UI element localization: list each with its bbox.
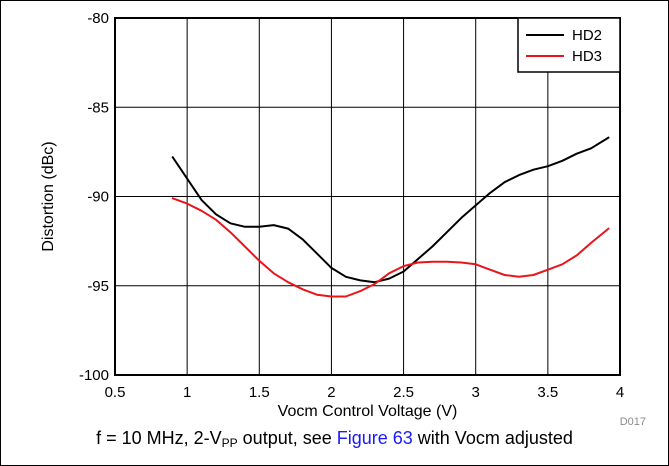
legend-label: HD2 (572, 27, 602, 44)
figure-caption: f = 10 MHz, 2-VPP output, see Figure 63 … (0, 428, 669, 450)
x-tick-label: 2 (327, 384, 335, 401)
caption-prefix: f = 10 MHz, 2-V (96, 428, 222, 448)
x-tick-label: 1 (183, 384, 191, 401)
series-line-hd3 (171, 197, 610, 298)
y-tick-label: -90 (87, 189, 109, 206)
plot-border (114, 17, 621, 376)
y-tick-label: -95 (87, 278, 109, 295)
tick-labels: 0.5 1 1.5 2 2.5 3 3.5 4 -80 -85 -90 -95 -100 (79, 10, 624, 401)
figure-link[interactable]: Figure 63 (336, 428, 413, 448)
legend-box (517, 17, 621, 73)
series-line-hd2 (171, 136, 610, 284)
caption-subscript: PP (221, 436, 238, 450)
x-tick-label: 2.5 (393, 384, 414, 401)
caption-middle: output, see (237, 428, 337, 448)
series-lines (171, 136, 610, 298)
x-tick-label: 1.5 (249, 384, 270, 401)
figure-id: D017 (620, 416, 646, 428)
y-tick-label: -100 (79, 367, 109, 384)
x-tick-label: 3 (472, 384, 480, 401)
y-tick-label: -85 (87, 99, 109, 116)
caption-suffix: with Vocm adjusted (412, 428, 573, 448)
legend-label: HD3 (572, 48, 602, 65)
x-tick-label: 4 (616, 384, 624, 401)
y-axis-label: Distortion (dBc) (40, 141, 57, 251)
x-tick-label: 0.5 (105, 384, 126, 401)
x-tick-label: 3.5 (537, 384, 558, 401)
y-tick-label: -80 (87, 10, 109, 27)
x-axis-label: Vocm Control Voltage (V) (278, 403, 458, 420)
